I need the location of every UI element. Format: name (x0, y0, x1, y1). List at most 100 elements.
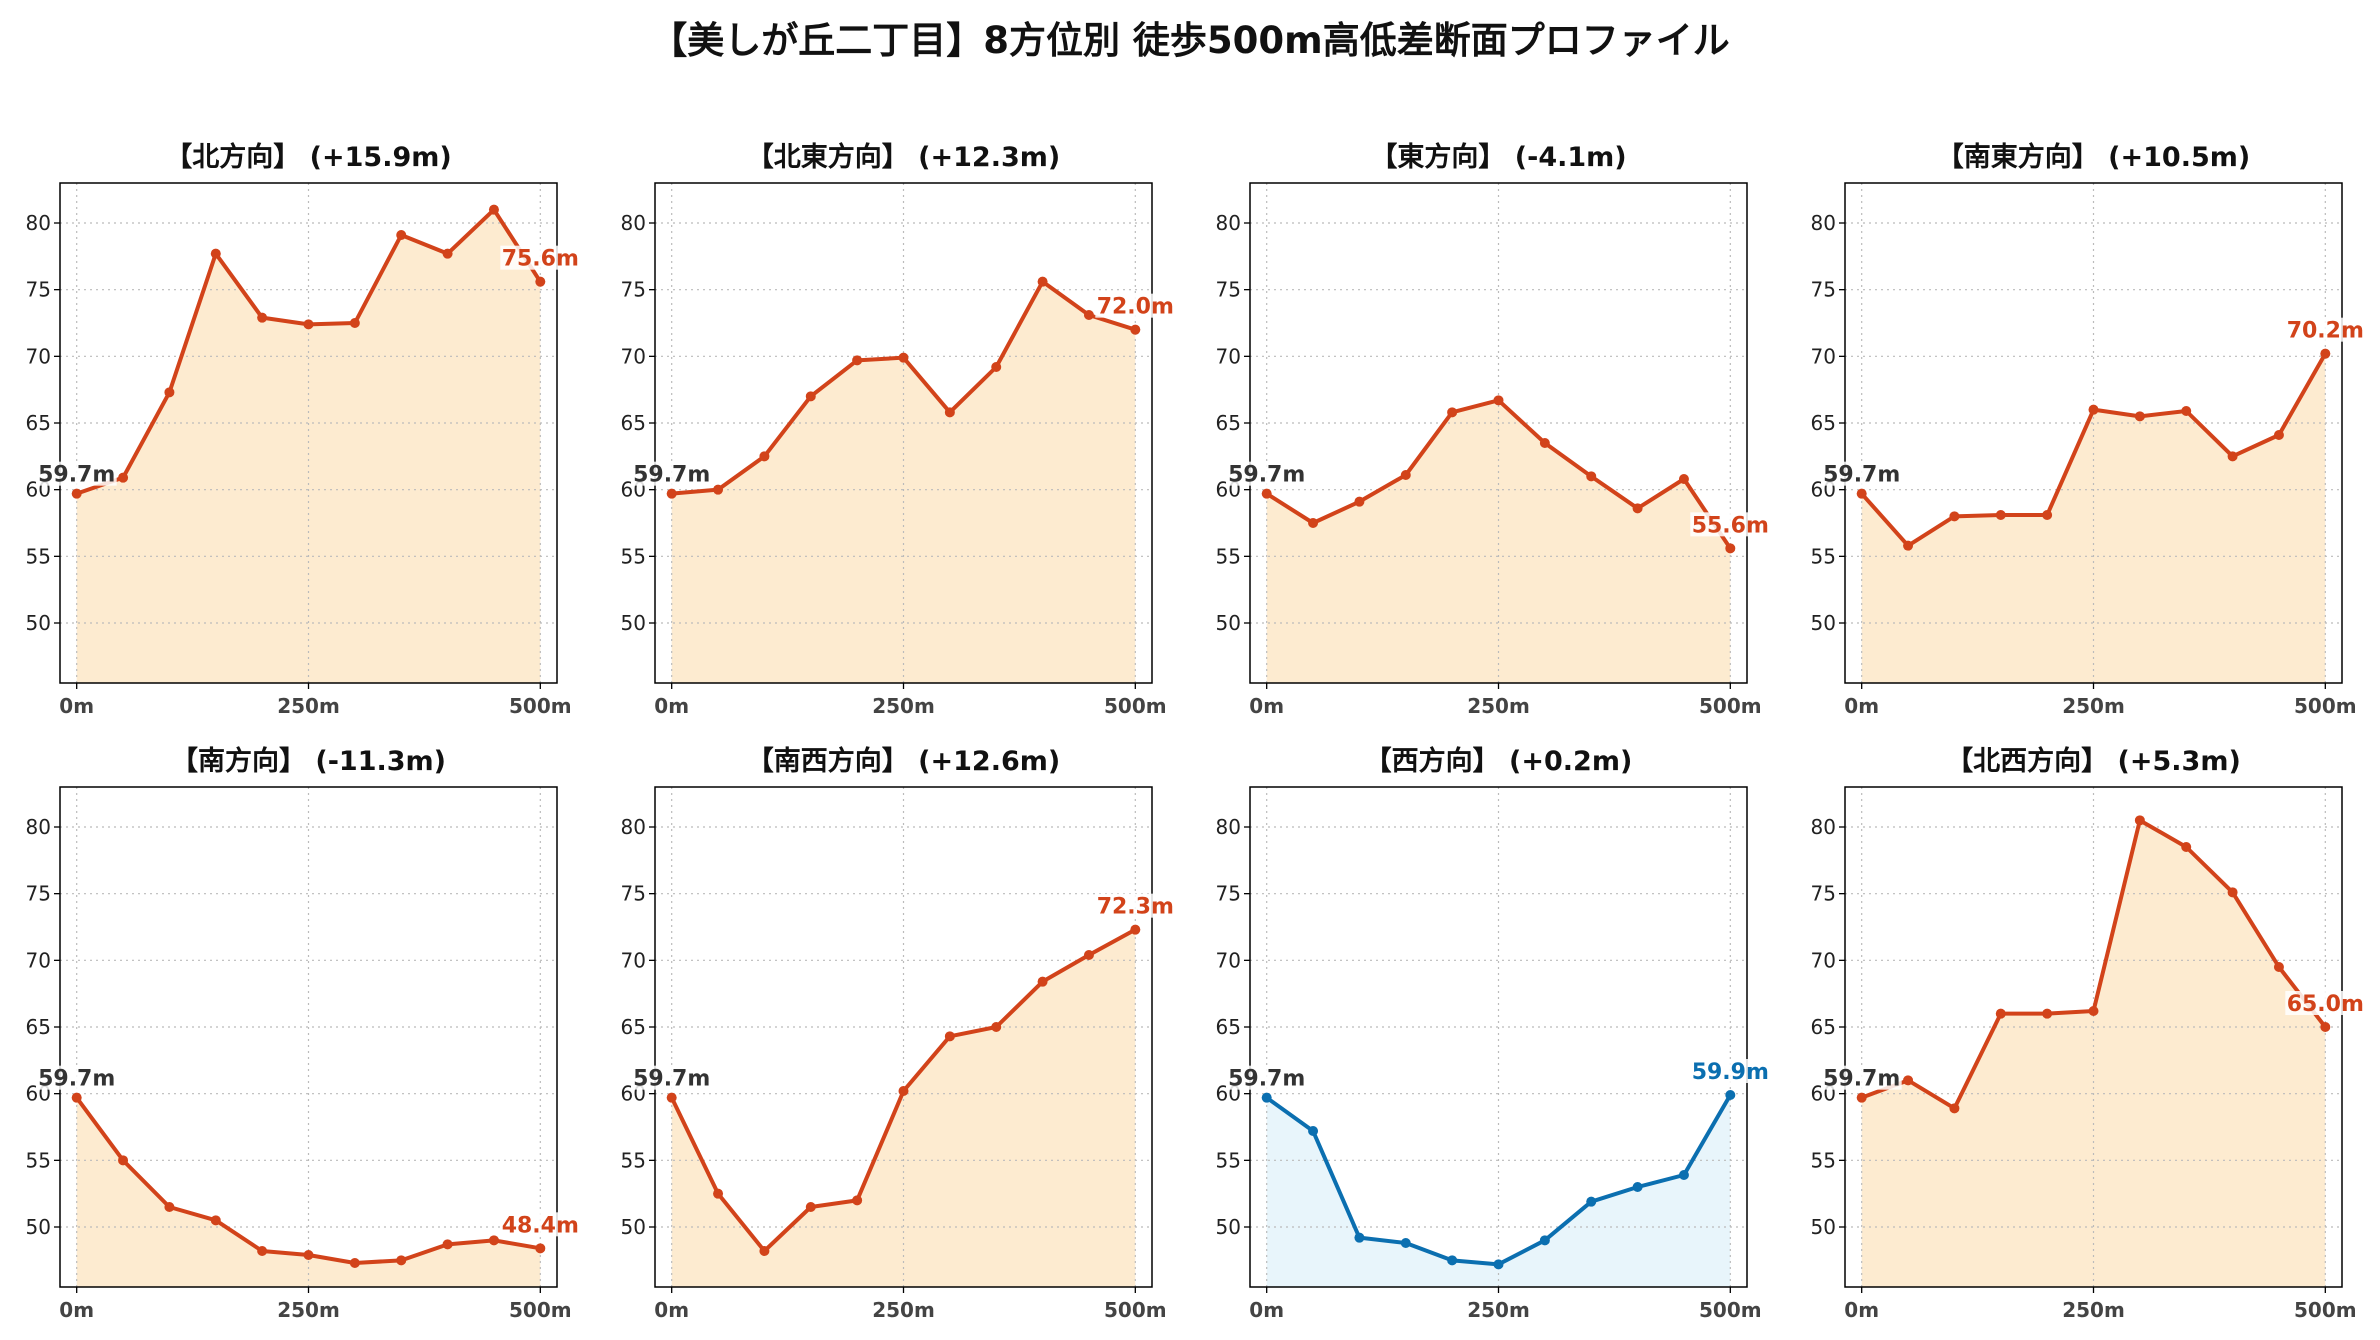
x-tick-label: 250m (872, 1298, 935, 1322)
data-point (1308, 518, 1319, 528)
end-label-bg (1095, 293, 1176, 318)
x-tick-label: 500m (1699, 694, 1762, 718)
data-point (1586, 1196, 1597, 1207)
data-point (257, 312, 268, 323)
data-point (2273, 962, 2284, 972)
data-point (164, 1202, 175, 1212)
data-point (1493, 1259, 1504, 1270)
data-point (396, 230, 407, 240)
data-point (349, 318, 360, 328)
y-tick-label: 75 (1811, 882, 1836, 906)
data-point (1678, 1170, 1689, 1180)
y-tick-label: 70 (1811, 948, 1836, 972)
start-label: 59.7m (1228, 463, 1305, 488)
data-point (1037, 276, 1048, 287)
data-point (1725, 543, 1736, 554)
start-label: 59.7m (38, 463, 115, 488)
end-label: 65.0m (2287, 992, 2364, 1017)
subplot-title: 【西方向】 (+0.2m) (1365, 745, 1633, 777)
data-point (852, 1195, 863, 1206)
start-label: 59.7m (633, 463, 710, 488)
data-point (2227, 451, 2238, 462)
subplot-title: 【北西方向】 (+5.3m) (1946, 745, 2241, 777)
data-point (1903, 540, 1914, 551)
x-tick-label: 0m (59, 694, 94, 718)
x-tick-label: 0m (654, 694, 689, 718)
data-point (2320, 348, 2331, 359)
x-tick-label: 500m (1699, 1298, 1762, 1322)
start-label-bg (1226, 1065, 1307, 1090)
data-point (1037, 976, 1048, 987)
x-tick-label: 0m (1249, 1298, 1284, 1322)
data-point (210, 1215, 221, 1226)
data-point (303, 1250, 314, 1260)
y-tick-label: 75 (1216, 882, 1241, 906)
y-tick-label: 80 (621, 815, 646, 839)
subplot-title: 【北東方向】 (+12.3m) (747, 141, 1060, 173)
y-tick-label: 65 (1811, 1015, 1836, 1039)
data-point (1400, 470, 1411, 480)
data-point (1725, 1090, 1736, 1100)
y-tick-label: 50 (621, 1215, 646, 1239)
end-label-bg (1095, 893, 1176, 918)
start-label-bg (1226, 461, 1307, 486)
data-point (852, 355, 863, 366)
y-tick-label: 50 (26, 1215, 51, 1239)
y-tick-label: 70 (621, 344, 646, 368)
data-point (2273, 430, 2284, 440)
x-tick-label: 500m (509, 694, 572, 718)
data-point (1261, 1092, 1272, 1103)
y-tick-label: 70 (1811, 344, 1836, 368)
end-label-bg (2285, 317, 2366, 342)
data-point (1083, 310, 1094, 320)
y-tick-label: 75 (1216, 278, 1241, 302)
subplot-title: 【南東方向】 (+10.5m) (1937, 141, 2250, 173)
data-point (535, 276, 546, 287)
y-tick-label: 50 (1811, 1215, 1836, 1239)
y-tick-label: 80 (1811, 211, 1836, 235)
data-point (488, 204, 499, 215)
y-tick-label: 65 (1216, 1015, 1241, 1039)
data-point (396, 1255, 407, 1266)
figure-title: 【美しが丘二丁目】8方位別 徒歩500m高低差断面プロファイル (650, 19, 1730, 62)
data-point (898, 352, 909, 363)
end-label: 75.6m (502, 247, 579, 272)
start-label-bg (36, 461, 117, 486)
y-tick-label: 80 (26, 211, 51, 235)
y-tick-label: 55 (621, 544, 646, 568)
subplot-title: 【南西方向】 (+12.6m) (747, 745, 1060, 777)
y-tick-label: 70 (1216, 344, 1241, 368)
y-tick-label: 55 (1811, 544, 1836, 568)
end-label: 72.0m (1097, 295, 1174, 320)
y-tick-label: 65 (621, 1015, 646, 1039)
end-label: 55.6m (1692, 513, 1769, 538)
y-tick-label: 50 (1216, 1215, 1241, 1239)
subplot-title: 【南方向】 (-11.3m) (171, 745, 446, 777)
start-label: 59.7m (633, 1067, 710, 1092)
y-tick-label: 75 (1811, 278, 1836, 302)
data-point (2088, 1006, 2099, 1016)
data-point (805, 1202, 816, 1212)
x-tick-label: 500m (509, 1298, 572, 1322)
data-point (1856, 1092, 1867, 1103)
data-point (2320, 1022, 2331, 1032)
x-tick-label: 250m (277, 694, 340, 718)
y-tick-label: 65 (621, 411, 646, 435)
data-point (2181, 842, 2192, 852)
data-point (713, 484, 724, 495)
start-label-bg (1821, 461, 1902, 486)
y-tick-label: 80 (1811, 815, 1836, 839)
data-point (944, 407, 955, 418)
end-label: 59.9m (1692, 1060, 1769, 1085)
x-tick-label: 0m (59, 1298, 94, 1322)
y-tick-label: 65 (26, 1015, 51, 1039)
end-label: 72.3m (1097, 895, 1174, 920)
end-label-bg (1690, 512, 1771, 537)
start-label: 59.7m (1823, 463, 1900, 488)
data-point (2181, 406, 2192, 416)
